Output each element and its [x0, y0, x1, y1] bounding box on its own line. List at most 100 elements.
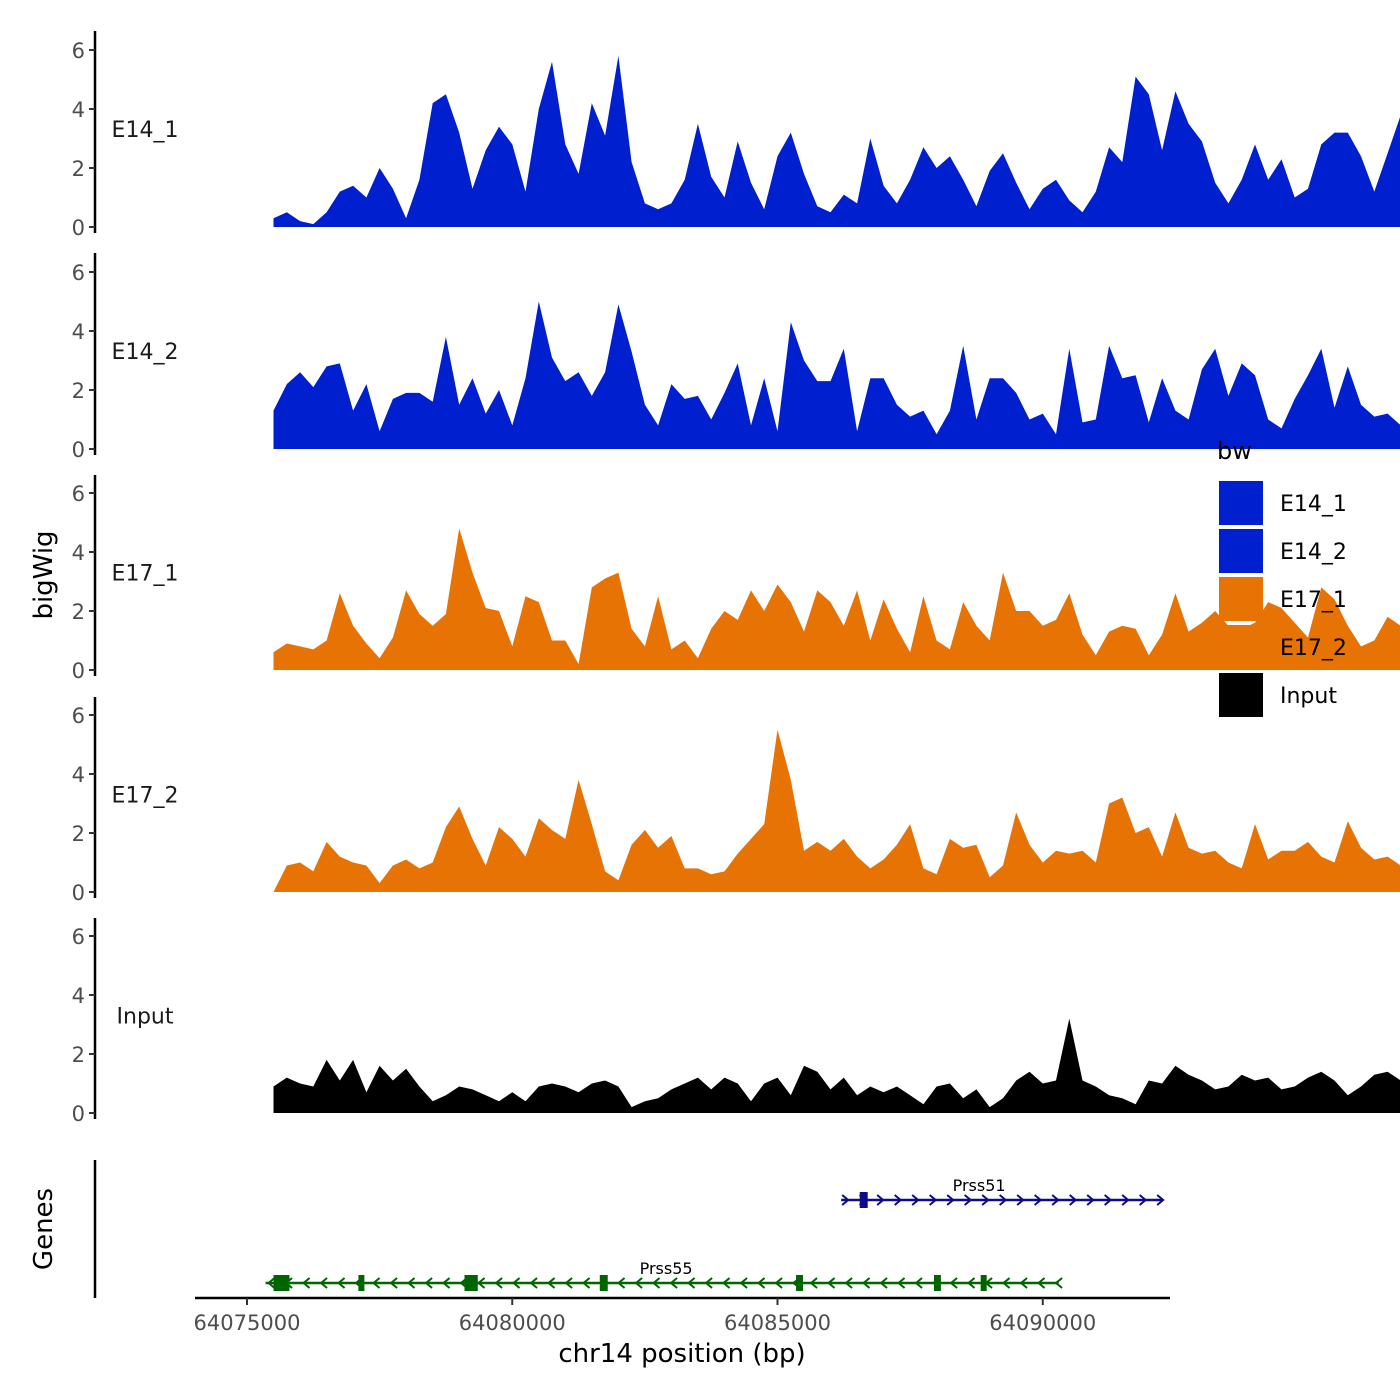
- legend-swatch-E14_2: [1219, 529, 1263, 573]
- exon-block: [273, 1275, 290, 1291]
- track-name-label: E17_2: [112, 784, 179, 809]
- track-E17_1: 0 2 4 6 E17_1: [72, 475, 1400, 683]
- strand-arrow: [1002, 1277, 1011, 1289]
- legend: bw E14_1 E14_2 E17_1 E17_2 Input: [1217, 437, 1347, 717]
- strand-arrow: [1051, 1194, 1060, 1206]
- strand-arrow: [1016, 1194, 1025, 1206]
- strand-arrow: [1054, 1277, 1063, 1289]
- strand-arrow: [687, 1277, 696, 1289]
- strand-arrow: [1139, 1194, 1148, 1206]
- legend-swatch-Input: [1219, 673, 1263, 717]
- signal-area-E17_1: [273, 528, 1400, 670]
- strand-arrow: [809, 1277, 818, 1289]
- strand-arrow: [722, 1277, 731, 1289]
- strand-arrow: [1121, 1194, 1130, 1206]
- track-name-label: E14_2: [112, 340, 179, 365]
- strand-arrow: [1156, 1194, 1165, 1206]
- signal-area-E14_2: [273, 301, 1400, 449]
- strand-arrow: [844, 1277, 853, 1289]
- strand-arrow: [634, 1277, 643, 1289]
- strand-arrow: [477, 1277, 486, 1289]
- strand-arrow: [879, 1277, 888, 1289]
- y-tick-label: 6: [72, 925, 85, 949]
- y-tick-label: 0: [72, 438, 85, 462]
- y-tick-label: 0: [72, 216, 85, 240]
- strand-arrow: [739, 1277, 748, 1289]
- x-tick-label: 64075000: [194, 1311, 301, 1335]
- strand-arrow: [494, 1277, 503, 1289]
- track-E14_2: 0 2 4 6 E14_2: [72, 253, 1400, 462]
- y-tick-label: 0: [72, 1102, 85, 1126]
- exon-block: [464, 1275, 478, 1291]
- y-tick-label: 0: [72, 881, 85, 905]
- x-tick-label: 64090000: [989, 1311, 1096, 1335]
- strand-arrow: [914, 1277, 923, 1289]
- strand-arrow: [652, 1277, 661, 1289]
- y-tick-label: 4: [72, 320, 85, 344]
- x-tick-label: 64085000: [724, 1311, 831, 1335]
- y-tick-label: 2: [72, 157, 85, 181]
- y-tick-label: 4: [72, 98, 85, 122]
- signal-area-E14_1: [273, 55, 1400, 227]
- gene-name-label: Prss55: [640, 1259, 693, 1278]
- exon-block: [980, 1275, 987, 1291]
- signal-area-E17_2: [273, 729, 1400, 892]
- y-tick-label: 4: [72, 541, 85, 565]
- y-tick-label: 2: [72, 379, 85, 403]
- track-name-label: Input: [117, 1005, 174, 1030]
- strand-arrow: [529, 1277, 538, 1289]
- y-tick-label: 6: [72, 39, 85, 63]
- strand-arrow: [424, 1277, 433, 1289]
- strand-arrow: [302, 1277, 311, 1289]
- legend-label-Input: Input: [1280, 684, 1337, 709]
- strand-arrow: [617, 1277, 626, 1289]
- legend-swatch-E17_2: [1219, 625, 1263, 669]
- y-tick-label: 6: [72, 704, 85, 728]
- strand-arrow: [337, 1277, 346, 1289]
- strand-arrow: [1104, 1194, 1113, 1206]
- exon-block: [933, 1275, 941, 1291]
- strand-arrow: [981, 1194, 990, 1206]
- strand-arrow: [582, 1277, 591, 1289]
- exon-block: [358, 1275, 365, 1291]
- strand-arrow: [946, 1194, 955, 1206]
- y-tick-label: 2: [72, 822, 85, 846]
- legend-swatch-E14_1: [1219, 481, 1263, 525]
- y-axis-title: bigWig: [29, 530, 59, 619]
- y-tick-label: 4: [72, 763, 85, 787]
- strand-arrow: [1069, 1194, 1078, 1206]
- signal-tracks: 0 2 4 6 E14_1 0 2 4 6 E14_2 0 2 4 6 E17_1 0 2 4 6 E17_2 0 2 4 6…: [72, 31, 1400, 1126]
- x-axis: 64075000 64080000 64085000 64090000: [194, 1296, 1170, 1335]
- y-tick-label: 0: [72, 659, 85, 683]
- gene-panel: Prss51 Prss55: [93, 1160, 1165, 1298]
- legend-label-E17_1: E17_1: [1280, 588, 1347, 613]
- track-name-label: E14_1: [112, 118, 179, 143]
- strand-arrow: [827, 1277, 836, 1289]
- strand-arrow: [669, 1277, 678, 1289]
- strand-arrow: [512, 1277, 521, 1289]
- legend-label-E14_1: E14_1: [1280, 492, 1347, 517]
- strand-arrow: [407, 1277, 416, 1289]
- gene-Prss51: Prss51: [841, 1176, 1165, 1208]
- strand-arrow: [389, 1277, 398, 1289]
- exon-block: [796, 1275, 803, 1291]
- exon-block: [859, 1192, 868, 1208]
- legend-label-E14_2: E14_2: [1280, 540, 1347, 565]
- strand-arrow: [547, 1277, 556, 1289]
- strand-arrow: [757, 1277, 766, 1289]
- legend-label-E17_2: E17_2: [1280, 636, 1347, 661]
- strand-arrow: [862, 1277, 871, 1289]
- strand-arrow: [267, 1277, 276, 1289]
- strand-arrow: [442, 1277, 451, 1289]
- gene-panel-title: Genes: [29, 1188, 59, 1270]
- strand-arrow: [964, 1194, 973, 1206]
- y-tick-label: 6: [72, 261, 85, 285]
- gene-name-label: Prss51: [953, 1176, 1006, 1195]
- strand-arrow: [929, 1194, 938, 1206]
- strand-arrow: [774, 1277, 783, 1289]
- strand-arrow: [841, 1194, 850, 1206]
- track-name-label: E17_1: [112, 562, 179, 587]
- legend-swatch-E17_1: [1219, 577, 1263, 621]
- track-Input: 0 2 4 6 Input: [72, 918, 1400, 1126]
